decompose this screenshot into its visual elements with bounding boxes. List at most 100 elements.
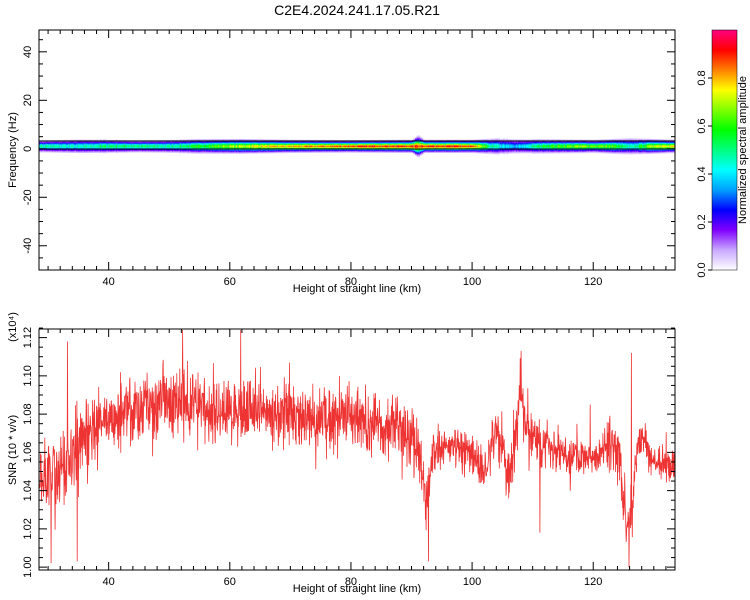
heatmap-cell xyxy=(67,146,70,147)
heatmap-cell xyxy=(245,146,248,147)
heatmap-cell xyxy=(391,146,393,147)
heatmap-cell xyxy=(354,146,357,147)
heatmap-cell xyxy=(403,146,406,147)
heatmap-cell xyxy=(379,146,382,147)
heatmap-cell xyxy=(362,146,365,147)
heatmap-cell xyxy=(629,146,632,147)
heatmap-cell xyxy=(437,146,440,147)
heatmap-cell xyxy=(447,146,449,147)
heatmap-cell xyxy=(650,146,653,147)
heatmap-cell xyxy=(242,146,245,147)
heatmap-cell xyxy=(301,146,304,147)
heatmap-cell xyxy=(315,146,318,147)
snr-frame xyxy=(38,328,676,571)
heatmap-cell xyxy=(467,146,470,147)
snr-x-tick-label: 100 xyxy=(463,576,481,588)
heatmap-cell xyxy=(42,146,45,147)
heatmap-cell xyxy=(55,146,57,147)
heatmap-cell xyxy=(671,146,673,147)
heatmap-cell xyxy=(602,146,605,147)
heatmap-cell xyxy=(285,146,288,147)
heatmap-cell xyxy=(253,146,256,147)
spectrogram-x-tick-label: 100 xyxy=(463,276,481,288)
heatmap-cell xyxy=(666,146,669,147)
heatmap-cell xyxy=(381,146,384,147)
heatmap-cell xyxy=(306,146,309,147)
heatmap-cell xyxy=(79,146,81,147)
snr-series-line xyxy=(39,329,675,568)
heatmap-cell xyxy=(83,146,86,147)
heatmap-cell xyxy=(519,146,521,147)
heatmap-cell xyxy=(397,146,400,147)
heatmap-cell xyxy=(525,146,528,147)
heatmap-cell xyxy=(669,146,672,147)
heatmap-cell xyxy=(552,146,555,147)
heatmap-cell xyxy=(656,146,659,147)
heatmap-cell xyxy=(501,146,504,147)
heatmap-cell xyxy=(463,146,465,147)
heatmap-cell xyxy=(376,146,379,147)
heatmap-cell xyxy=(655,146,657,147)
heatmap-cell xyxy=(493,146,496,147)
heatmap-cell xyxy=(239,146,241,147)
heatmap-cell xyxy=(264,146,267,147)
heatmap-cell xyxy=(191,146,193,147)
heatmap-cell xyxy=(288,146,291,147)
heatmap-cell xyxy=(51,146,54,147)
heatmap-cell xyxy=(224,146,227,147)
heatmap-cell xyxy=(659,146,662,147)
heatmap-cell xyxy=(218,146,221,147)
heatmap-cell xyxy=(456,146,459,147)
heatmap-cell xyxy=(672,146,675,147)
heatmap-cell xyxy=(536,146,539,147)
heatmap-cell xyxy=(442,146,445,147)
heatmap-cell xyxy=(427,146,430,147)
heatmap-cell xyxy=(155,146,158,147)
heatmap-cell xyxy=(475,146,478,147)
heatmap-cell xyxy=(157,146,160,147)
heatmap-cell xyxy=(341,146,344,147)
colorbar-tick-label: 0.4 xyxy=(696,166,708,181)
colorbar-tick-label: 0.2 xyxy=(696,214,708,229)
heatmap-cell xyxy=(416,146,419,147)
heatmap-cell xyxy=(549,146,552,147)
heatmap-cell xyxy=(77,146,80,147)
heatmap-cell xyxy=(72,146,75,147)
heatmap-cell xyxy=(87,146,89,147)
heatmap-cell xyxy=(152,146,155,147)
snr-x-tick-label: 40 xyxy=(103,576,115,588)
heatmap-cell xyxy=(645,146,648,147)
heatmap-cell xyxy=(59,146,62,147)
heatmap-cell xyxy=(651,146,654,147)
spectrogram-heatmap xyxy=(39,135,675,158)
heatmap-cell xyxy=(131,146,134,147)
heatmap-cell xyxy=(327,146,329,147)
heatmap-cell xyxy=(211,146,214,147)
heatmap-cell xyxy=(309,146,312,147)
snr-y-tick-label: 1.00 xyxy=(22,556,34,577)
heatmap-cell xyxy=(71,146,73,147)
heatmap-cell xyxy=(485,146,488,147)
heatmap-cell xyxy=(584,146,587,147)
heatmap-cell xyxy=(581,146,584,147)
heatmap-cell xyxy=(579,146,582,147)
heatmap-cell xyxy=(434,146,437,147)
heatmap-cell xyxy=(291,146,294,147)
heatmap-cell xyxy=(648,146,651,147)
heatmap-cell xyxy=(168,146,171,147)
heatmap-cell xyxy=(213,146,216,147)
heatmap-cell xyxy=(423,146,425,147)
heatmap-cell xyxy=(661,146,664,147)
heatmap-cell xyxy=(272,146,275,147)
heatmap-cell xyxy=(488,146,491,147)
heatmap-cell xyxy=(93,146,96,147)
chart-title: C2E4.2024.241.17.05.R21 xyxy=(274,2,440,18)
heatmap-cell xyxy=(208,146,211,147)
heatmap-cell xyxy=(565,146,568,147)
heatmap-cell xyxy=(261,146,264,147)
heatmap-cell xyxy=(279,146,281,147)
heatmap-cell xyxy=(615,146,617,147)
heatmap-cell xyxy=(181,146,184,147)
heatmap-cell xyxy=(559,146,561,147)
heatmap-cell xyxy=(53,146,56,147)
